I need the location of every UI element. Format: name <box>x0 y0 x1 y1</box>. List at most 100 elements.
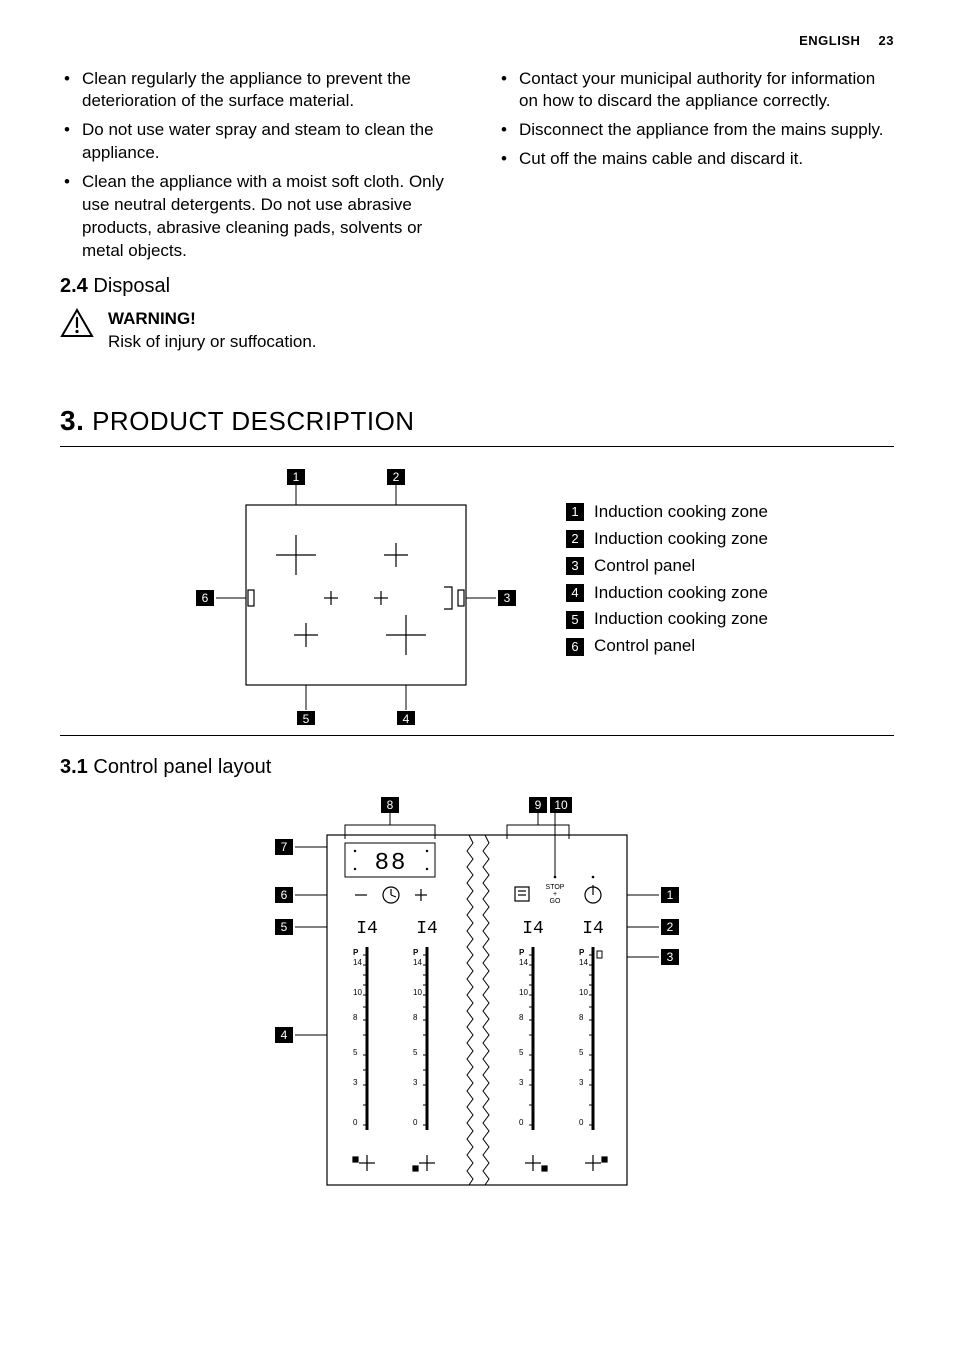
disposal-num: 2.4 <box>60 275 88 297</box>
legend-label: Induction cooking zone <box>594 528 768 551</box>
svg-text:STOP: STOP <box>546 884 565 891</box>
left-bullet-list: Clean regularly the appliance to prevent… <box>60 68 457 264</box>
svg-text:0: 0 <box>413 1118 418 1127</box>
bullet-item: Cut off the mains cable and discard it. <box>497 148 894 171</box>
legend-row: 6 Control panel <box>566 635 768 658</box>
legend-num: 1 <box>566 503 584 521</box>
intro-columns: Clean regularly the appliance to prevent… <box>60 68 894 354</box>
svg-text:10: 10 <box>413 988 422 997</box>
legend-label: Control panel <box>594 635 695 658</box>
right-bullet-list: Contact your municipal authority for inf… <box>497 68 894 172</box>
legend-row: 5 Induction cooking zone <box>566 608 768 631</box>
warning-row: WARNING! Risk of injury or suffocation. <box>60 308 457 354</box>
bullet-item: Clean regularly the appliance to prevent… <box>60 68 457 114</box>
callout-2: 2 <box>393 470 400 484</box>
section-3-num: 3. <box>60 405 84 436</box>
panel-callout-10: 10 <box>554 798 568 812</box>
legend-row: 3 Control panel <box>566 555 768 578</box>
callout-6: 6 <box>202 591 209 605</box>
svg-text:I4: I4 <box>522 919 544 939</box>
svg-text:P: P <box>413 948 419 957</box>
legend-num: 6 <box>566 638 584 656</box>
callout-5: 5 <box>303 712 310 725</box>
svg-text:10: 10 <box>353 988 362 997</box>
timer-display: 88 <box>375 850 408 877</box>
svg-text:8: 8 <box>353 1013 358 1022</box>
product-diagram-row: 1 2 3 4 5 6 1 Induction cooking zone 2 I… <box>60 465 894 725</box>
svg-text:3: 3 <box>353 1078 358 1087</box>
svg-text:14: 14 <box>519 958 528 967</box>
panel-callout-8: 8 <box>387 798 394 812</box>
panel-callout-2: 2 <box>667 920 674 934</box>
section-3-1-heading: 3.1 Control panel layout <box>60 754 894 781</box>
legend-num: 4 <box>566 584 584 602</box>
callout-3: 3 <box>504 591 511 605</box>
disposal-heading: 2.4 Disposal <box>60 273 457 300</box>
svg-text:P: P <box>519 948 525 957</box>
svg-text:8: 8 <box>519 1013 524 1022</box>
svg-text:5: 5 <box>353 1048 358 1057</box>
warning-text-block: WARNING! Risk of injury or suffocation. <box>108 308 317 354</box>
svg-text:10: 10 <box>579 988 588 997</box>
svg-text:P: P <box>579 948 585 957</box>
panel-callout-3: 3 <box>667 950 674 964</box>
svg-text:I4: I4 <box>416 919 438 939</box>
svg-text:8: 8 <box>579 1013 584 1022</box>
svg-text:P: P <box>353 948 359 957</box>
svg-text:10: 10 <box>519 988 528 997</box>
legend-row: 2 Induction cooking zone <box>566 528 768 551</box>
legend-label: Induction cooking zone <box>594 582 768 605</box>
bullet-item: Disconnect the appliance from the mains … <box>497 119 894 142</box>
svg-text:3: 3 <box>519 1078 524 1087</box>
bullet-item: Do not use water spray and steam to clea… <box>60 119 457 165</box>
svg-text:I4: I4 <box>356 919 378 939</box>
control-panel-diagram-wrap: 88 STOP + GO I4 I4 <box>60 795 894 1215</box>
section-3-text: PRODUCT DESCRIPTION <box>92 406 415 436</box>
legend-num: 5 <box>566 611 584 629</box>
section-3-1-num: 3.1 <box>60 756 88 778</box>
svg-text:I4: I4 <box>582 919 604 939</box>
svg-text:0: 0 <box>519 1118 524 1127</box>
svg-text:5: 5 <box>519 1048 524 1057</box>
section-rule <box>60 446 894 447</box>
bullet-item: Contact your municipal authority for inf… <box>497 68 894 114</box>
hob-layout-diagram: 1 2 3 4 5 6 <box>186 465 526 725</box>
legend-label: Control panel <box>594 555 695 578</box>
legend-label: Induction cooking zone <box>594 501 768 524</box>
column-left: Clean regularly the appliance to prevent… <box>60 68 457 354</box>
section-rule-2 <box>60 735 894 736</box>
bullet-item: Clean the appliance with a moist soft cl… <box>60 171 457 263</box>
page-header: ENGLISH 23 <box>60 32 894 50</box>
warning-body: Risk of injury or suffocation. <box>108 331 317 354</box>
product-legend: 1 Induction cooking zone 2 Induction coo… <box>566 501 768 663</box>
legend-row: 4 Induction cooking zone <box>566 582 768 605</box>
svg-text:3: 3 <box>579 1078 584 1087</box>
section-3-title: 3. PRODUCT DESCRIPTION <box>60 402 894 440</box>
panel-callout-6: 6 <box>281 888 288 902</box>
control-panel-diagram: 88 STOP + GO I4 I4 <box>237 795 717 1215</box>
header-page-number: 23 <box>879 33 894 48</box>
callout-4: 4 <box>403 712 410 725</box>
disposal-title: Disposal <box>93 275 170 297</box>
legend-label: Induction cooking zone <box>594 608 768 631</box>
svg-text:14: 14 <box>579 958 588 967</box>
svg-text:+: + <box>553 891 557 898</box>
svg-text:GO: GO <box>550 898 561 905</box>
panel-callout-1: 1 <box>667 888 674 902</box>
svg-text:14: 14 <box>353 958 362 967</box>
column-right: Contact your municipal authority for inf… <box>497 68 894 354</box>
legend-row: 1 Induction cooking zone <box>566 501 768 524</box>
svg-text:0: 0 <box>353 1118 358 1127</box>
panel-callout-7: 7 <box>281 840 288 854</box>
warning-triangle-icon <box>60 308 94 338</box>
legend-num: 3 <box>566 557 584 575</box>
svg-text:0: 0 <box>579 1118 584 1127</box>
svg-text:8: 8 <box>413 1013 418 1022</box>
panel-callout-4: 4 <box>281 1028 288 1042</box>
panel-callout-9: 9 <box>535 798 542 812</box>
svg-text:5: 5 <box>413 1048 418 1057</box>
svg-text:14: 14 <box>413 958 422 967</box>
callout-1: 1 <box>293 470 300 484</box>
header-language: ENGLISH <box>799 33 860 48</box>
legend-num: 2 <box>566 530 584 548</box>
